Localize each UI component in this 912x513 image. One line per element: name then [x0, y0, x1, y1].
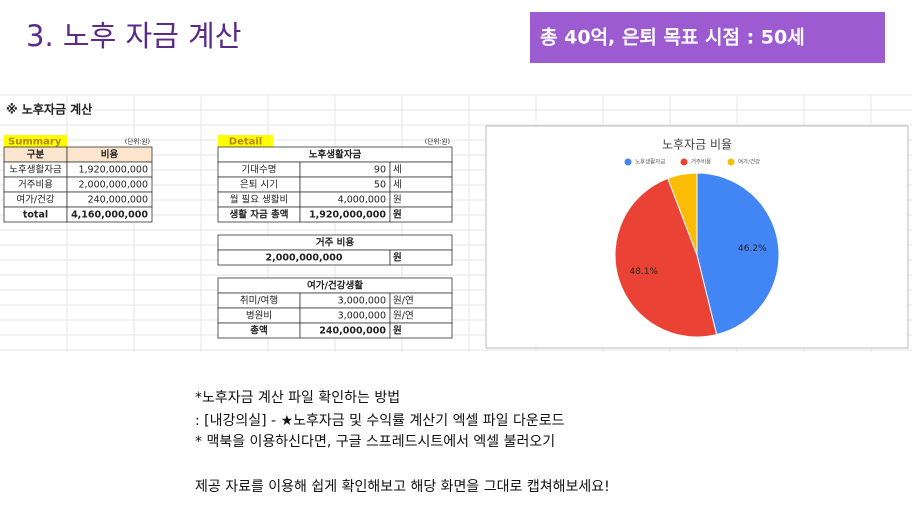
note-line: 제공 자료를 이용해 쉽게 확인해보고 해당 화면을 그대로 캡쳐해보세요! — [195, 479, 610, 495]
cell-text: 1,920,000,000 — [309, 210, 386, 221]
cell-text: 원 — [393, 195, 402, 206]
pie-slice — [614, 177, 718, 338]
slice-label: 48.1% — [629, 267, 658, 277]
cell-text: 3,000,000 — [338, 311, 386, 322]
cell-text: 생활 자금 총액 — [229, 209, 288, 221]
cell-text: 원 — [393, 209, 402, 221]
cell-text: 거주비용 — [18, 180, 53, 191]
detail-unit: (단위:원) — [425, 137, 450, 146]
legend-label: 노후생활자금 — [635, 158, 665, 166]
note-line: : [내강의실] - ★노후자금 및 수익률 계산기 엑셀 파일 다운로드 — [195, 413, 565, 429]
note-line: * 맥북을 이용하신다면, 구글 스프레드시트에서 엑셀 불러오기 — [195, 434, 555, 450]
cell-text: 월 필요 생활비 — [230, 194, 288, 206]
section-header: 여가/건강생활 — [307, 280, 363, 292]
legend-swatch — [680, 158, 688, 166]
cell-text: 2,000,000,000 — [266, 253, 343, 264]
cell-text: 기대수명 — [242, 165, 277, 176]
cell-text: 세 — [393, 180, 402, 191]
cell-text: 총액 — [250, 325, 267, 337]
badge-text: 총 40억, 은퇴 목표 시점 : 50세 — [540, 27, 805, 49]
cell-text: 4,160,000,000 — [71, 210, 148, 221]
section-header: 노후생활자금 — [309, 149, 362, 161]
cell — [389, 322, 453, 339]
cell — [389, 249, 453, 266]
cell-text: 노후생활자금 — [9, 164, 62, 176]
section-header: 거주 비용 — [316, 237, 355, 249]
cell-text: 4,000,000 — [338, 195, 386, 206]
cell-text: 원/연 — [393, 311, 414, 322]
summary-label-bg — [4, 135, 67, 147]
cell-text: 240,000,000 — [88, 195, 148, 206]
cell-text: 병원비 — [246, 311, 272, 322]
summary-unit: (단위:원) — [125, 137, 150, 146]
cell — [389, 206, 453, 223]
cell-text: 90 — [374, 165, 386, 176]
cell-text: 원/연 — [393, 296, 414, 307]
legend-swatch — [727, 158, 735, 166]
legend-label: 여가/건강 — [738, 158, 760, 166]
cell-text: 240,000,000 — [319, 326, 386, 337]
cell-text: 2,000,000,000 — [78, 180, 148, 191]
legend-label: 거주비용 — [691, 158, 711, 166]
cell-text: 50 — [374, 180, 386, 191]
slice-label: 46.2% — [738, 244, 767, 254]
note-line: *노후자금 계산 파일 확인하는 방법 — [195, 390, 400, 406]
chart-title: 노후자금 비율 — [662, 138, 732, 152]
slide-title: 3. 노후 자금 계산 — [26, 19, 241, 53]
cell-text: 은퇴 시기 — [240, 180, 278, 191]
summary-label: Summary — [8, 137, 62, 148]
pie-slice — [696, 172, 780, 336]
cell-text: 3,000,000 — [338, 296, 386, 307]
badge-box — [530, 12, 885, 63]
cell-text: 여가/건강 — [16, 194, 54, 206]
cell-text: total — [23, 210, 48, 221]
column-header: 구분 — [27, 150, 45, 161]
cell-text: 원 — [393, 325, 402, 337]
cell-text: 원 — [393, 252, 402, 264]
cell — [66, 206, 153, 223]
cell-text: 취미/여행 — [240, 295, 278, 307]
cell-text: 1,920,000,000 — [78, 165, 148, 176]
pie-slice — [667, 172, 698, 256]
legend-swatch — [624, 158, 632, 166]
cell-text: 세 — [393, 165, 402, 176]
sheet-title: ※ 노후자금 계산 — [6, 102, 92, 117]
column-header: 비용 — [101, 149, 119, 161]
detail-label: Detail — [229, 137, 262, 148]
detail-label-bg — [218, 135, 273, 147]
